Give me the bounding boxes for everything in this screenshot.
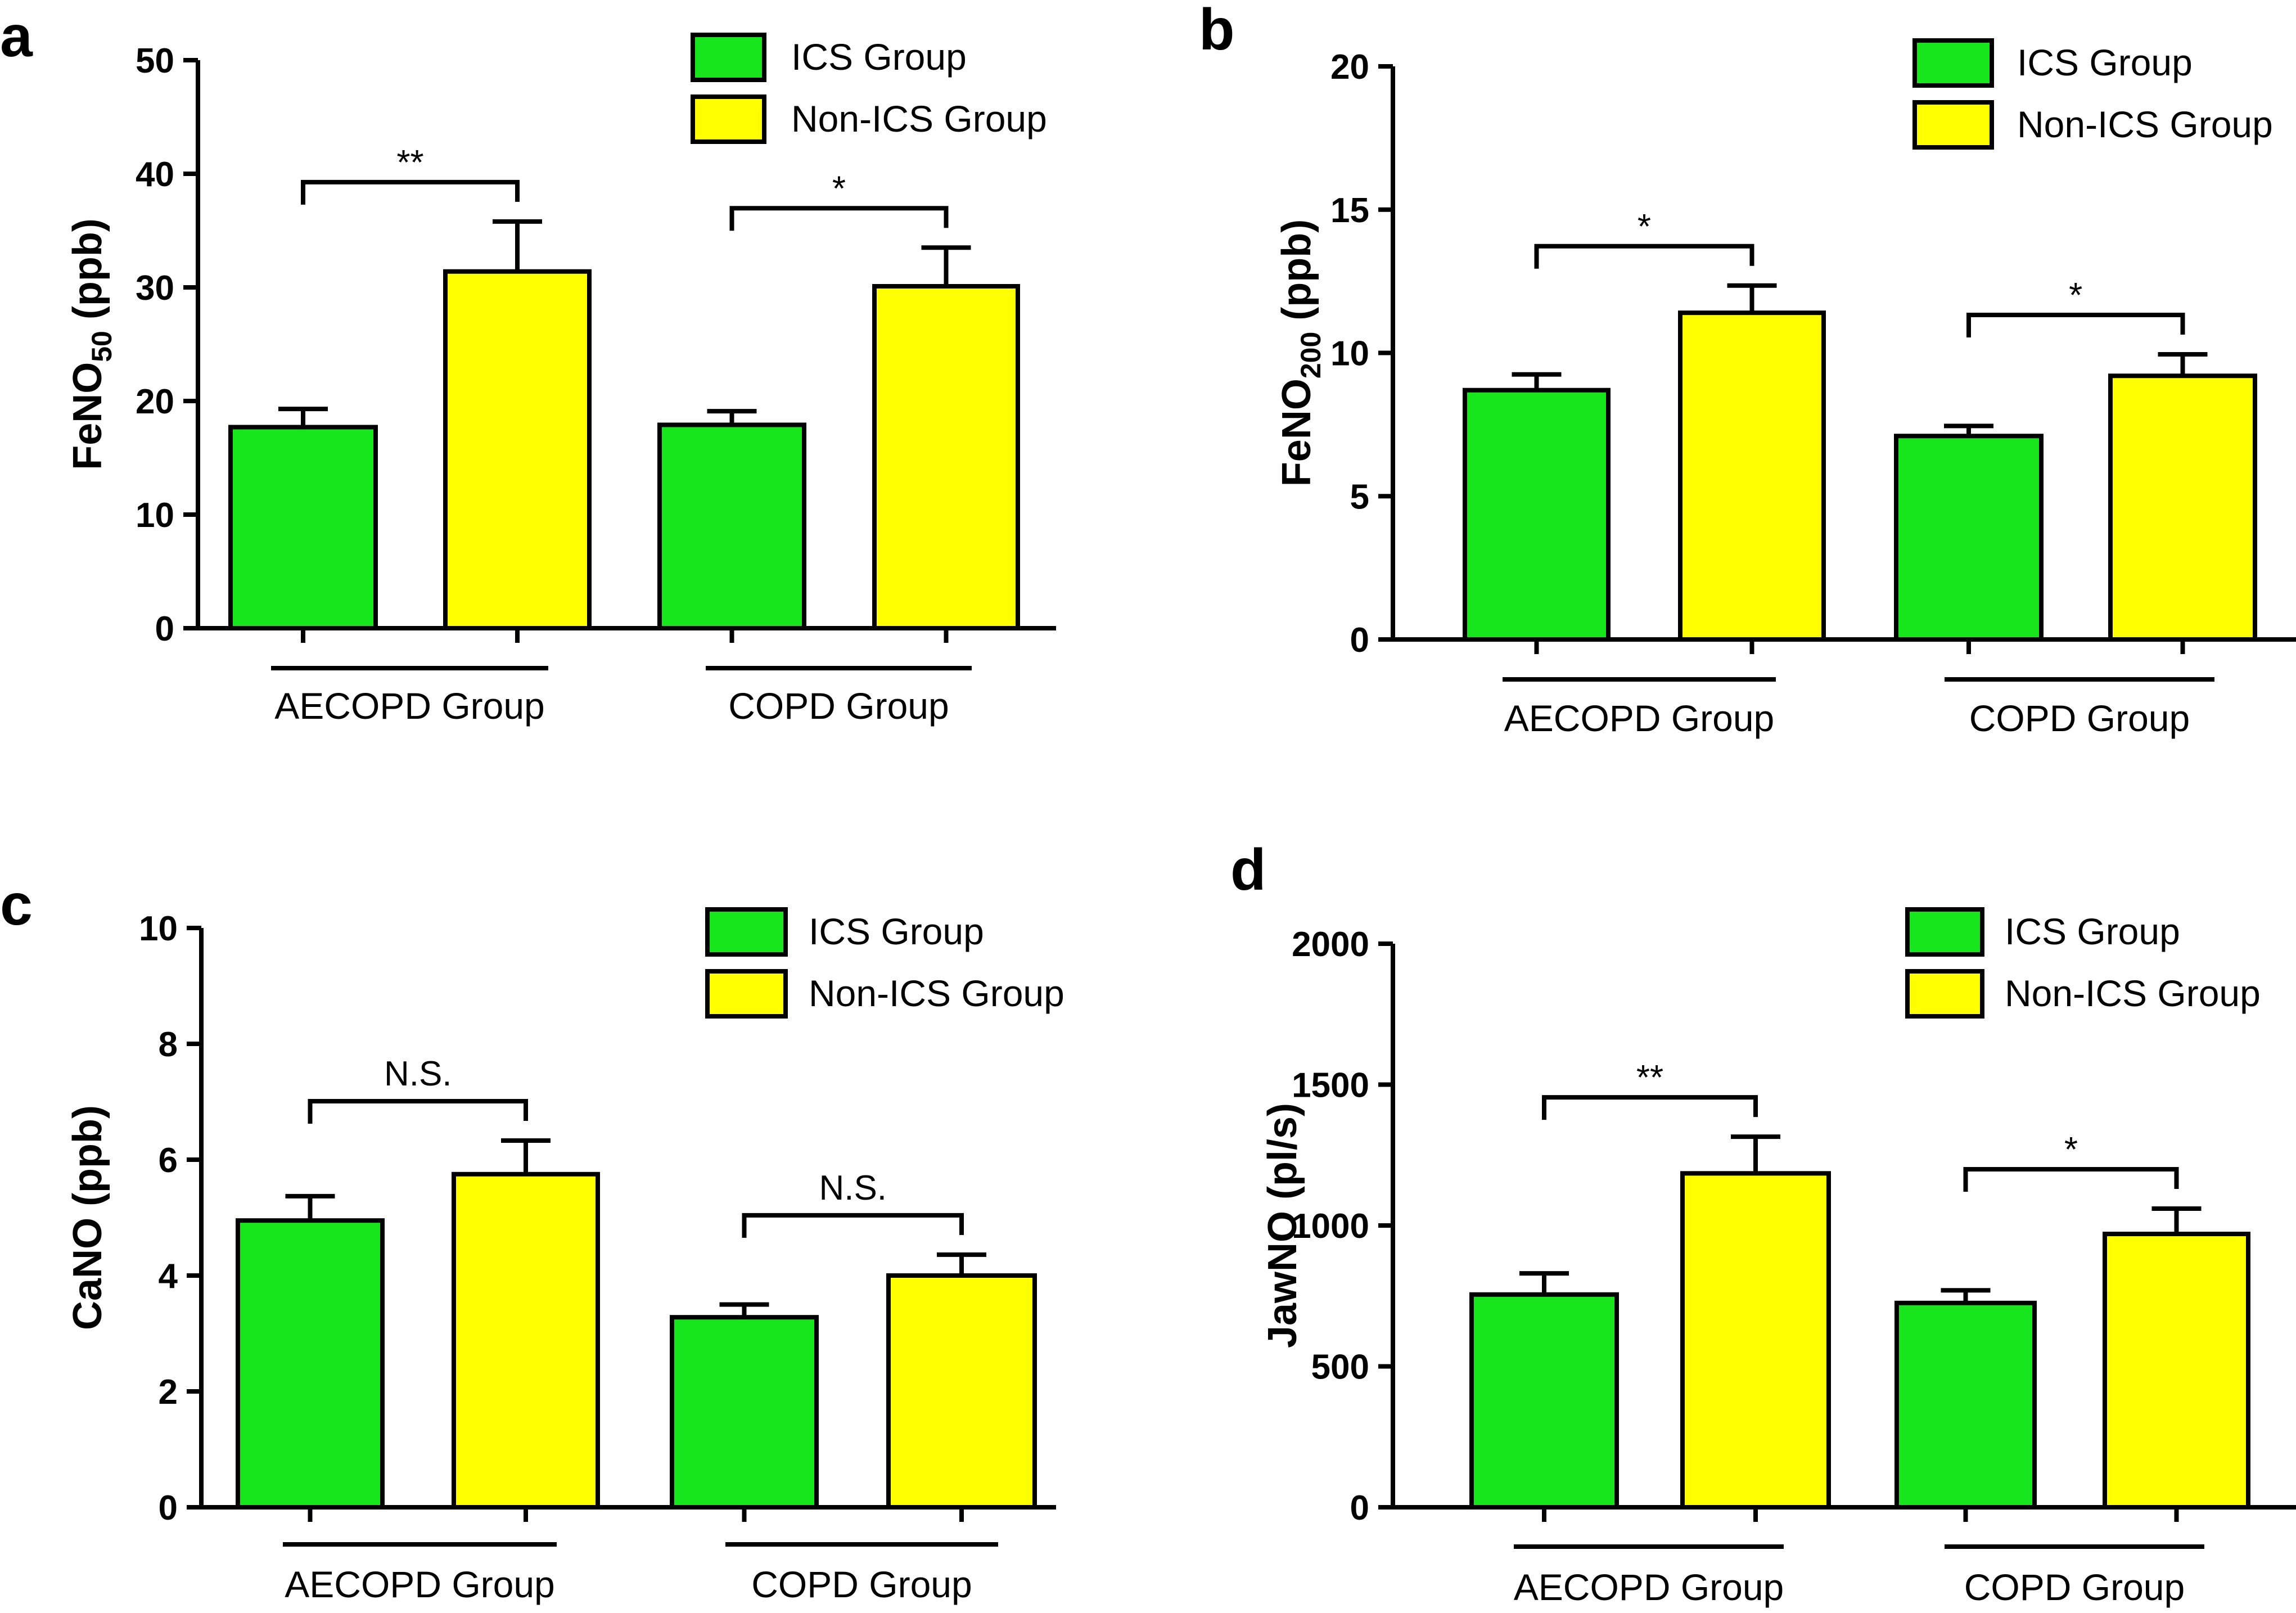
legend-label-ics: ICS Group: [791, 36, 967, 78]
y-tick-label: 10: [1330, 335, 1369, 373]
panel-letter: d: [1230, 837, 1266, 903]
bar-non-ics-copd: [872, 283, 1020, 631]
panel-c: c 0 2 4 6 8 10 CaNO (ppb) N.S. N.S. AECOPD Group CO…: [0, 872, 1064, 1605]
y-tick-label: 0: [155, 610, 174, 648]
significance-label: N.S.: [384, 1055, 452, 1093]
y-axis-label-main: CaNO (ppb): [65, 1105, 110, 1330]
bar-non-ics-copd: [2108, 373, 2257, 642]
y-axis-label-main: JawNO (pl/s): [1260, 1103, 1305, 1348]
legend-swatch-ics: [691, 33, 766, 82]
legend-swatch-ics: [1905, 907, 1984, 957]
group-label-copd: COPD Group: [751, 1564, 972, 1605]
significance-bracket: [308, 1099, 528, 1124]
significance-label: *: [832, 169, 846, 208]
significance-bracket: [742, 1213, 964, 1238]
y-tick-label: 30: [136, 269, 174, 308]
group-label-aecopd: AECOPD Group: [274, 685, 545, 727]
y-axis-label: FeNO200 (ppb): [1274, 219, 1327, 486]
panel-b: b 0 5 10 15 20 FeNO200 (ppb) * * AECOPD Group COPD…: [1199, 0, 2296, 739]
legend-swatch-ics: [1912, 38, 1994, 88]
y-axis-label-main: FeNO: [65, 362, 110, 470]
significance-label: **: [1636, 1058, 1663, 1097]
significance-bracket: [301, 179, 520, 205]
significance-label: N.S.: [819, 1169, 887, 1208]
y-tick-label: 1000: [1292, 1207, 1369, 1246]
bar-ics-copd: [1894, 434, 2044, 642]
y-tick-label: 2000: [1292, 925, 1369, 964]
y-tick-label: 4: [159, 1257, 178, 1296]
y-tick-label: 5: [1350, 477, 1369, 516]
legend-label-ics: ICS Group: [809, 911, 984, 952]
group-label-aecopd: AECOPD Group: [285, 1564, 555, 1605]
bar-ics-copd: [670, 1315, 819, 1510]
group-label-copd: COPD Group: [1964, 1566, 2185, 1608]
group-label-copd: COPD Group: [1969, 697, 2190, 739]
legend-label-non-ics: Non-ICS Group: [2005, 972, 2261, 1014]
bar-ics-aecopd: [1469, 1292, 1619, 1510]
group-label-copd: COPD Group: [728, 685, 949, 727]
y-tick-label: 20: [136, 382, 174, 421]
y-tick-label: 8: [159, 1025, 178, 1064]
y-axis-label-subscript: 200: [1295, 332, 1327, 379]
y-tick-label: 0: [159, 1489, 178, 1528]
legend-swatch-non-ics: [705, 969, 788, 1019]
y-axis-label: JawNO (pl/s): [1260, 1103, 1305, 1348]
y-axis-label-main: FeNO: [1274, 379, 1319, 486]
group-label-aecopd: AECOPD Group: [1514, 1566, 1784, 1608]
y-axis-label: CaNO (ppb): [65, 1105, 110, 1330]
y-tick-label: 1500: [1292, 1066, 1369, 1105]
bar-non-ics-copd: [886, 1273, 1037, 1510]
y-tick-label: 2: [159, 1373, 178, 1412]
bar-ics-copd: [657, 422, 806, 630]
legend-swatch-non-ics: [1905, 969, 1984, 1019]
bar-non-ics-aecopd: [452, 1172, 600, 1510]
legend-label-non-ics: Non-ICS Group: [791, 98, 1047, 139]
y-axis-label: FeNO50 (ppb): [65, 218, 118, 470]
legend-swatch-non-ics: [1912, 100, 1994, 150]
group-label-aecopd: AECOPD Group: [1504, 697, 1775, 739]
y-tick-label: 15: [1330, 191, 1369, 230]
significance-bracket: [1963, 1166, 2179, 1192]
significance-label: *: [1638, 208, 1651, 246]
significance-label: *: [2064, 1130, 2078, 1169]
bar-non-ics-aecopd: [443, 269, 592, 631]
significance-bracket: [729, 206, 949, 231]
panel-letter: a: [0, 4, 33, 69]
y-axis-label-unit: (ppb): [65, 218, 110, 331]
y-tick-label: 20: [1330, 48, 1369, 87]
bar-ics-aecopd: [228, 425, 378, 631]
y-tick-label: 0: [1350, 1489, 1369, 1528]
bar-ics-copd: [1894, 1300, 2037, 1510]
legend-label-ics: ICS Group: [2005, 911, 2180, 952]
y-tick-label: 0: [1350, 621, 1369, 660]
significance-bracket: [1966, 313, 2185, 338]
y-tick-label: 40: [136, 155, 174, 194]
y-tick-label: 10: [139, 909, 178, 948]
panel-letter: c: [0, 872, 33, 938]
legend-label-non-ics: Non-ICS Group: [809, 972, 1064, 1014]
panel-letter: b: [1199, 0, 1235, 62]
legend-label-non-ics: Non-ICS Group: [2017, 103, 2273, 145]
legend-swatch-ics: [705, 907, 788, 957]
bar-non-ics-copd: [2103, 1232, 2250, 1510]
y-tick-label: 50: [136, 42, 174, 80]
legend-swatch-non-ics: [691, 94, 766, 144]
y-tick-label: 500: [1311, 1348, 1369, 1387]
y-tick-label: 10: [136, 496, 174, 535]
bar-ics-aecopd: [236, 1218, 385, 1510]
y-axis-label-unit: (ppb): [1274, 219, 1319, 332]
significance-label: *: [2069, 276, 2082, 315]
significance-bracket: [1542, 1095, 1758, 1120]
bar-ics-aecopd: [1463, 388, 1611, 642]
significance-bracket: [1534, 244, 1754, 269]
legend-label-ics: ICS Group: [2017, 42, 2193, 83]
y-axis-label-subscript: 50: [86, 331, 118, 362]
bar-non-ics-aecopd: [1680, 1171, 1831, 1510]
significance-label: **: [396, 143, 423, 182]
y-tick-label: 6: [159, 1141, 178, 1180]
bar-non-ics-aecopd: [1678, 310, 1826, 642]
